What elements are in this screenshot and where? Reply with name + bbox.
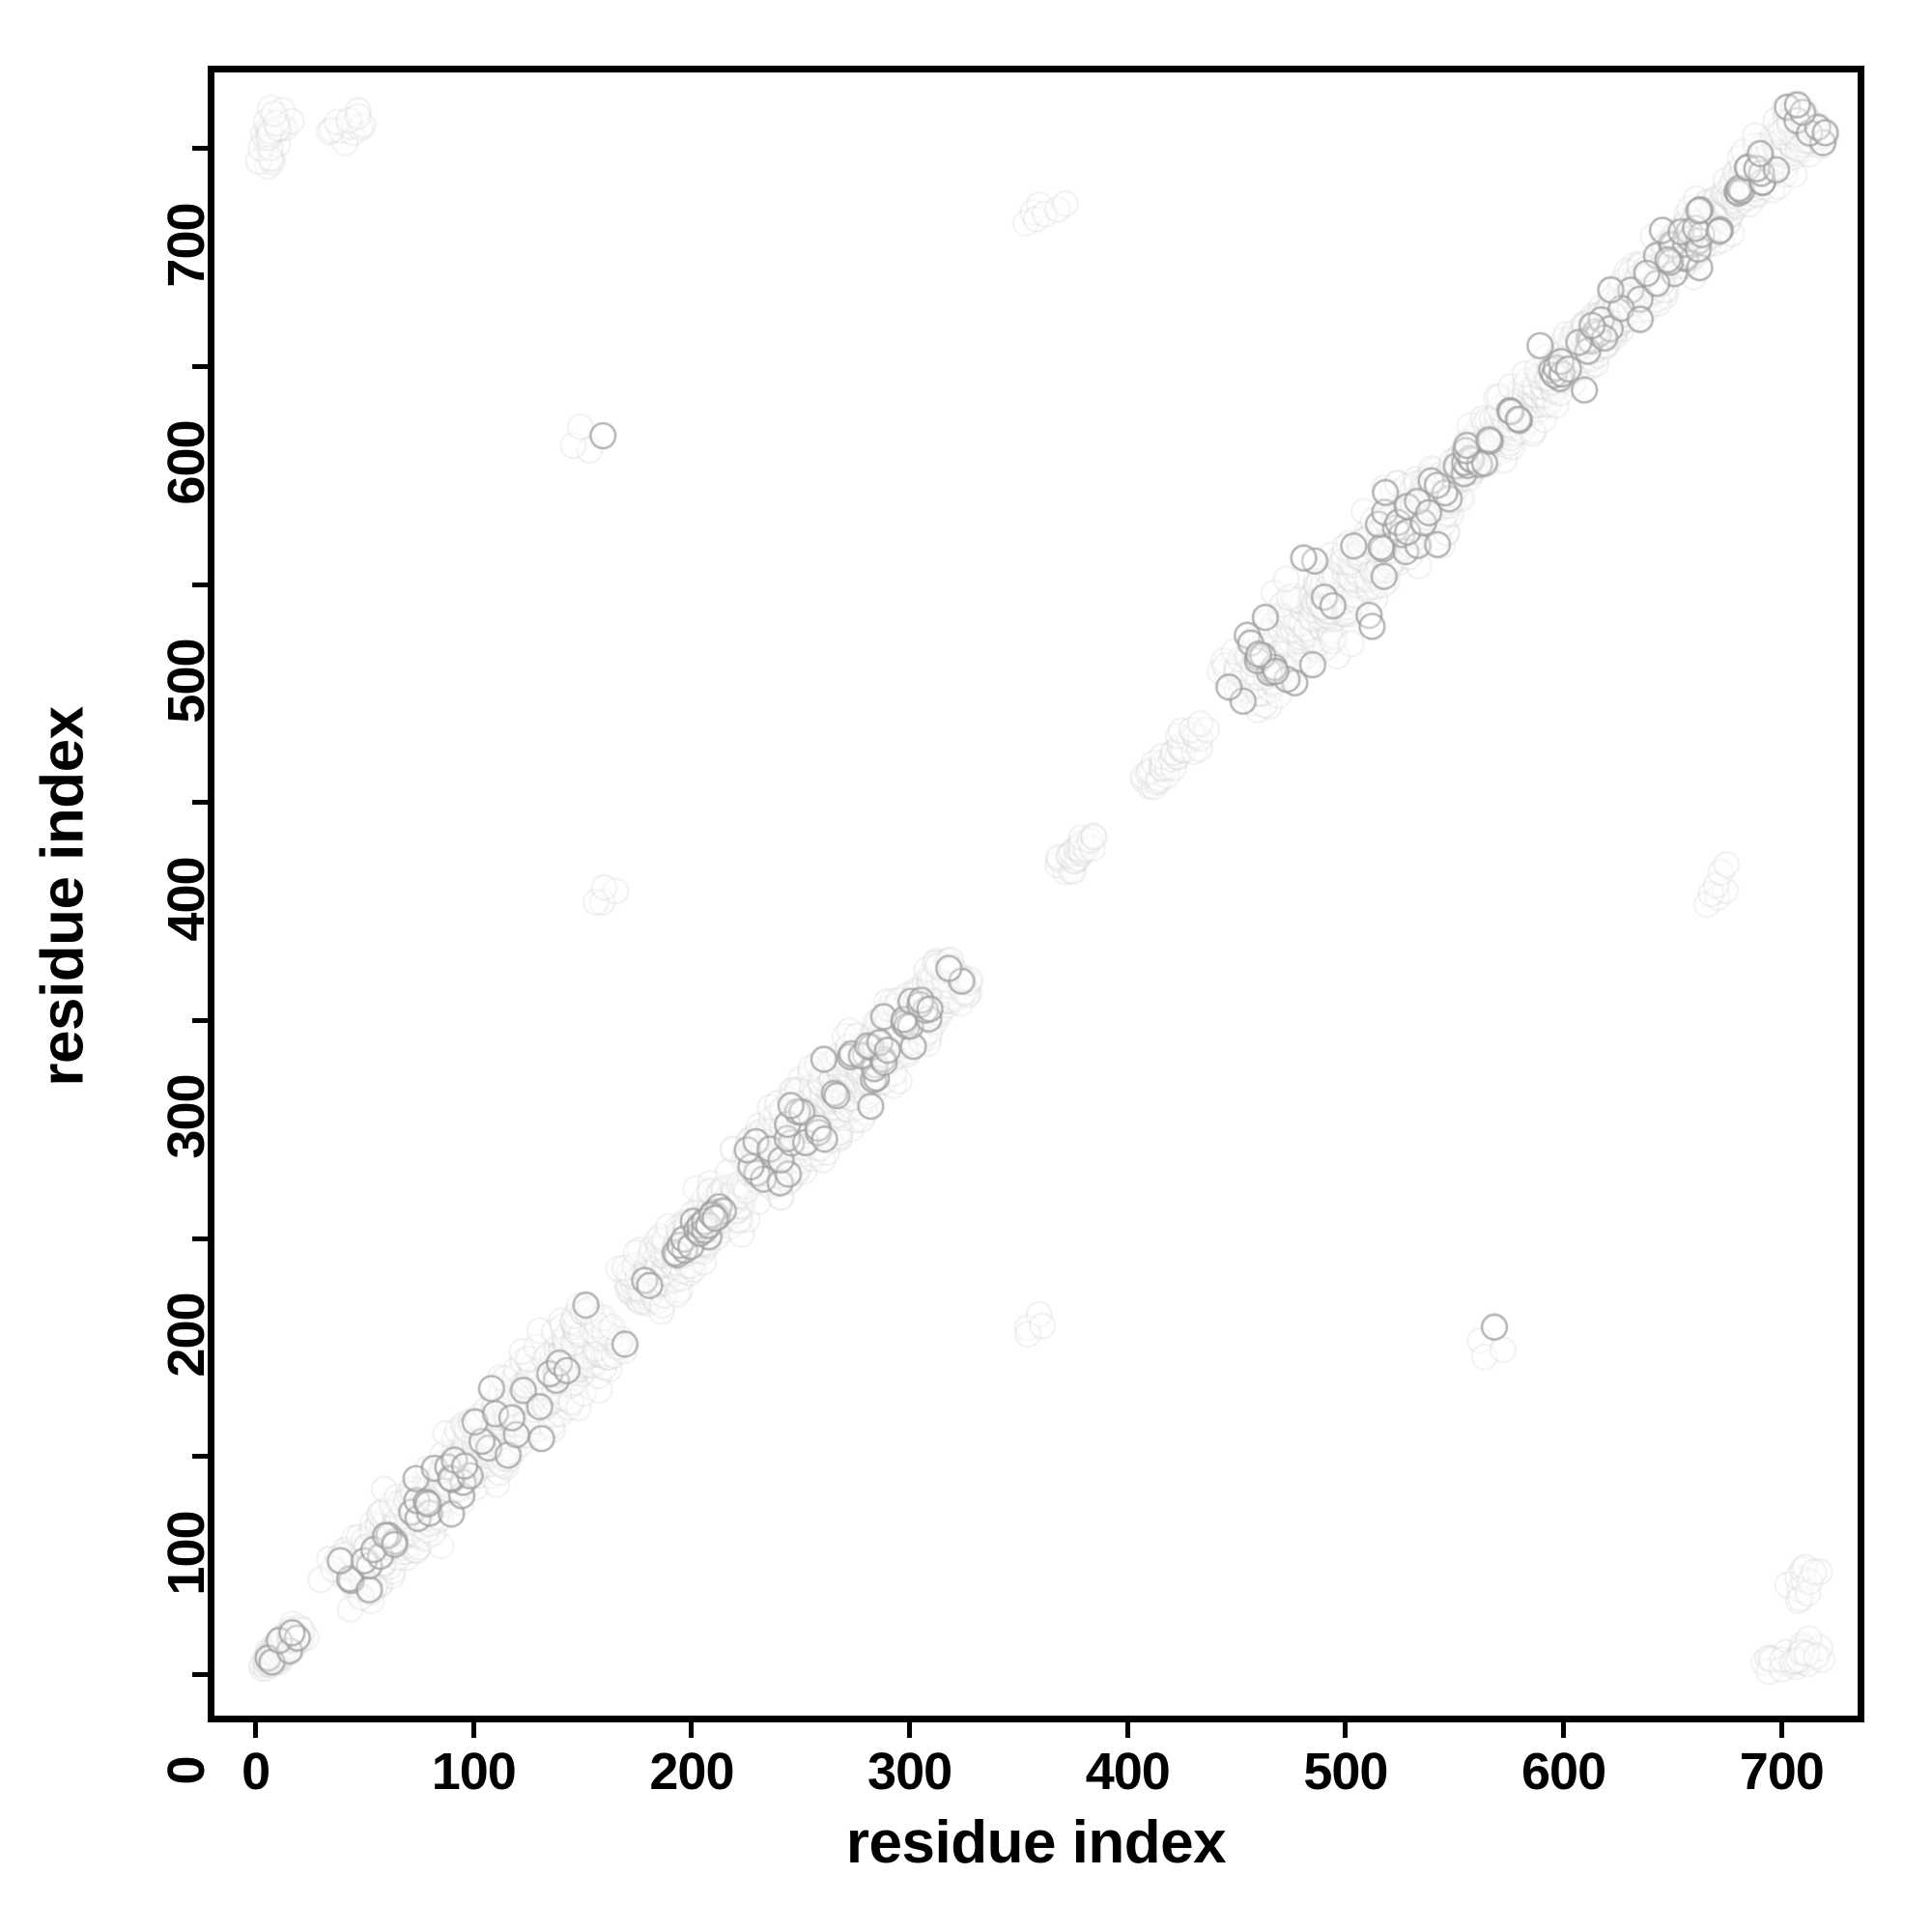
y-ticklabel-200: 200 bbox=[157, 1293, 215, 1378]
y-tick-100 bbox=[192, 1454, 209, 1460]
x-tick-500 bbox=[1343, 1721, 1349, 1738]
y-ticklabel-700: 700 bbox=[157, 203, 215, 288]
x-ticklabel-0: 0 bbox=[242, 1743, 270, 1801]
x-tick-0 bbox=[253, 1721, 259, 1738]
plot-area bbox=[208, 66, 1864, 1722]
y-tick-200 bbox=[192, 1236, 209, 1241]
scatter-points-canvas bbox=[214, 72, 1858, 1716]
x-ticklabel-100: 100 bbox=[431, 1743, 517, 1801]
x-tick-200 bbox=[689, 1721, 695, 1738]
y-ticklabel-wrap-400: 400 bbox=[156, 803, 216, 996]
y-tick-400 bbox=[192, 800, 209, 806]
y-ticklabel-100: 100 bbox=[157, 1511, 215, 1596]
y-tick-700 bbox=[192, 146, 209, 152]
y-ticklabel-wrap-200: 200 bbox=[156, 1238, 216, 1432]
y-ticklabel-wrap-600: 600 bbox=[156, 366, 216, 559]
y-tick-600 bbox=[192, 363, 209, 369]
y-tick-0 bbox=[192, 1671, 209, 1677]
y-axis-title-wrapper: residue index bbox=[29, 69, 97, 1725]
x-ticklabel-300: 300 bbox=[867, 1743, 952, 1801]
y-ticklabel-600: 600 bbox=[157, 420, 215, 505]
y-tick-300 bbox=[192, 1017, 209, 1023]
x-ticklabel-700: 700 bbox=[1739, 1743, 1825, 1801]
x-tick-600 bbox=[1561, 1721, 1567, 1738]
y-tick-500 bbox=[192, 582, 209, 587]
x-tick-400 bbox=[1124, 1721, 1130, 1738]
y-ticklabel-wrap-500: 500 bbox=[156, 584, 216, 778]
y-ticklabel-wrap-700: 700 bbox=[156, 149, 216, 342]
x-ticklabel-200: 200 bbox=[649, 1743, 734, 1801]
y-axis-title: residue index bbox=[29, 706, 96, 1087]
y-ticklabel-wrap-100: 100 bbox=[156, 1457, 216, 1650]
y-ticklabel-400: 400 bbox=[157, 857, 215, 942]
y-ticklabel-500: 500 bbox=[157, 639, 215, 724]
x-tick-700 bbox=[1778, 1721, 1784, 1738]
x-ticklabel-400: 400 bbox=[1085, 1743, 1171, 1801]
y-ticklabel-300: 300 bbox=[157, 1074, 215, 1159]
x-axis-title: residue index bbox=[845, 1809, 1227, 1876]
x-ticklabel-600: 600 bbox=[1521, 1743, 1606, 1801]
x-tick-300 bbox=[907, 1721, 913, 1738]
y-ticklabel-wrap-300: 300 bbox=[156, 1020, 216, 1213]
x-tick-100 bbox=[470, 1721, 476, 1738]
x-ticklabel-500: 500 bbox=[1303, 1743, 1388, 1801]
